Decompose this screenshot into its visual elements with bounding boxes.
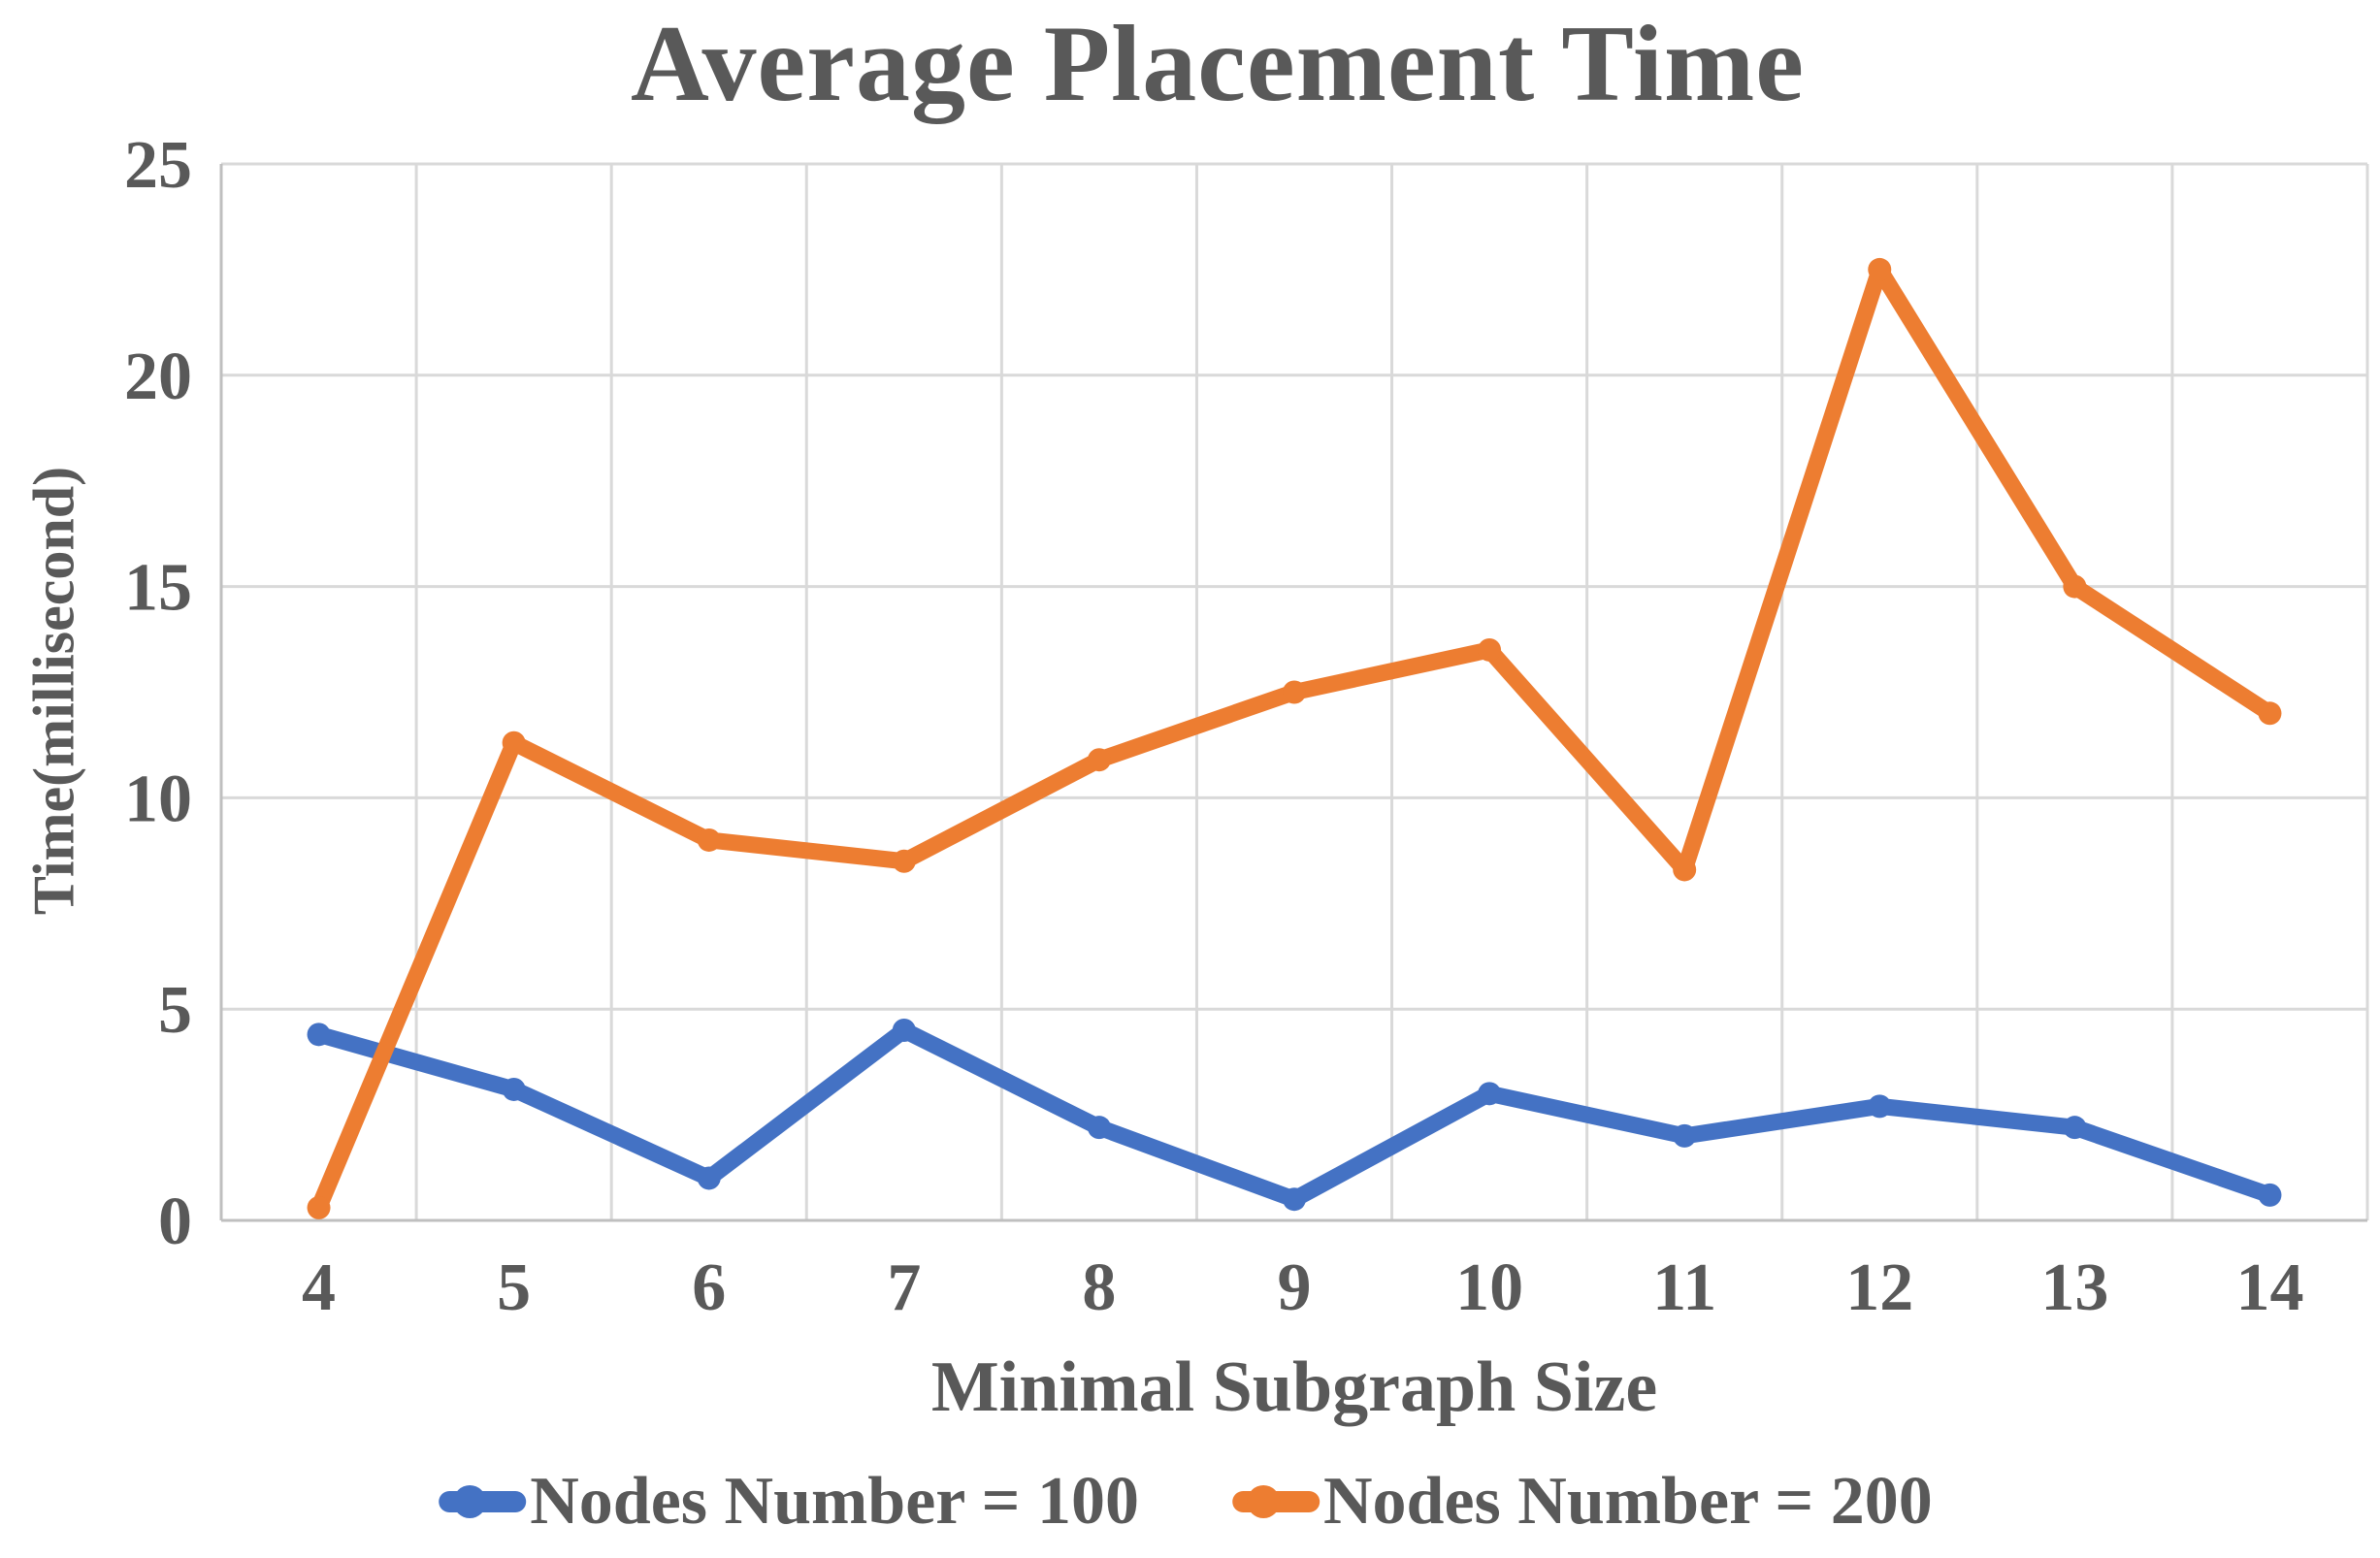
x-axis-tick-labels: 4 5 6 7 8 9 10 11 12 13 14 <box>302 1250 2303 1325</box>
data-point-marker <box>697 828 721 852</box>
legend-dot-icon <box>1247 1485 1281 1518</box>
data-point-marker <box>502 730 526 755</box>
x-tick-label: 4 <box>302 1250 336 1325</box>
data-point-marker <box>1478 1082 1502 1106</box>
legend-item-nodes-200: Nodes Number = 200 <box>1232 1463 1933 1541</box>
data-point-marker <box>502 1077 526 1101</box>
y-tick-label: 25 <box>124 128 192 203</box>
data-point-marker <box>892 849 916 873</box>
x-tick-label: 7 <box>887 1250 921 1325</box>
axis-lines <box>219 164 2367 1222</box>
legend-label: Nodes Number = 100 <box>530 1464 1139 1539</box>
data-point-marker <box>892 1018 916 1042</box>
y-tick-label: 10 <box>124 762 192 836</box>
legend-dot-icon <box>453 1485 487 1518</box>
x-tick-label: 11 <box>1652 1250 1716 1325</box>
y-tick-label: 20 <box>124 340 192 414</box>
data-point-marker <box>2258 1183 2282 1207</box>
chart-title: Average Placement Time <box>630 4 1806 124</box>
gridlines <box>219 162 2369 1222</box>
data-point-marker <box>1868 1094 1892 1119</box>
x-tick-label: 9 <box>1278 1250 1312 1325</box>
chart-legend: Nodes Number = 100 Nodes Number = 200 <box>439 1463 1933 1541</box>
data-point-marker <box>2258 701 2282 726</box>
legend-line-marker-orange <box>1232 1485 1320 1518</box>
data-point-marker <box>1283 680 1306 704</box>
data-point-marker <box>1673 1123 1697 1148</box>
data-point-marker <box>1283 1187 1306 1212</box>
series-lines <box>307 257 2282 1219</box>
data-point-marker <box>1478 637 1502 662</box>
data-point-marker <box>307 1195 331 1219</box>
x-tick-label: 10 <box>1455 1250 1523 1325</box>
x-tick-label: 6 <box>692 1250 726 1325</box>
data-point-marker <box>1868 257 1892 281</box>
legend-item-nodes-100: Nodes Number = 100 <box>439 1463 1139 1541</box>
data-point-marker <box>307 1022 331 1047</box>
data-point-marker <box>697 1166 721 1190</box>
x-axis-title: Minimal Subgraph Size <box>930 1347 1658 1427</box>
data-point-marker <box>2063 1116 2087 1140</box>
x-tick-label: 5 <box>497 1250 531 1325</box>
x-tick-label: 12 <box>1845 1250 1913 1325</box>
legend-line-marker-blue <box>439 1485 527 1518</box>
y-tick-label: 5 <box>158 973 192 1048</box>
data-point-marker <box>1673 858 1697 882</box>
y-axis-tick-labels: 0 5 10 15 20 25 <box>124 128 192 1259</box>
data-point-marker <box>2063 574 2087 599</box>
y-tick-label: 15 <box>124 551 192 626</box>
x-tick-label: 14 <box>2235 1250 2303 1325</box>
legend-label: Nodes Number = 200 <box>1323 1464 1933 1539</box>
data-point-marker <box>1087 748 1111 772</box>
y-tick-label: 0 <box>158 1185 192 1259</box>
x-tick-label: 13 <box>2040 1250 2108 1325</box>
x-tick-label: 8 <box>1082 1250 1116 1325</box>
data-point-marker <box>1087 1116 1111 1140</box>
